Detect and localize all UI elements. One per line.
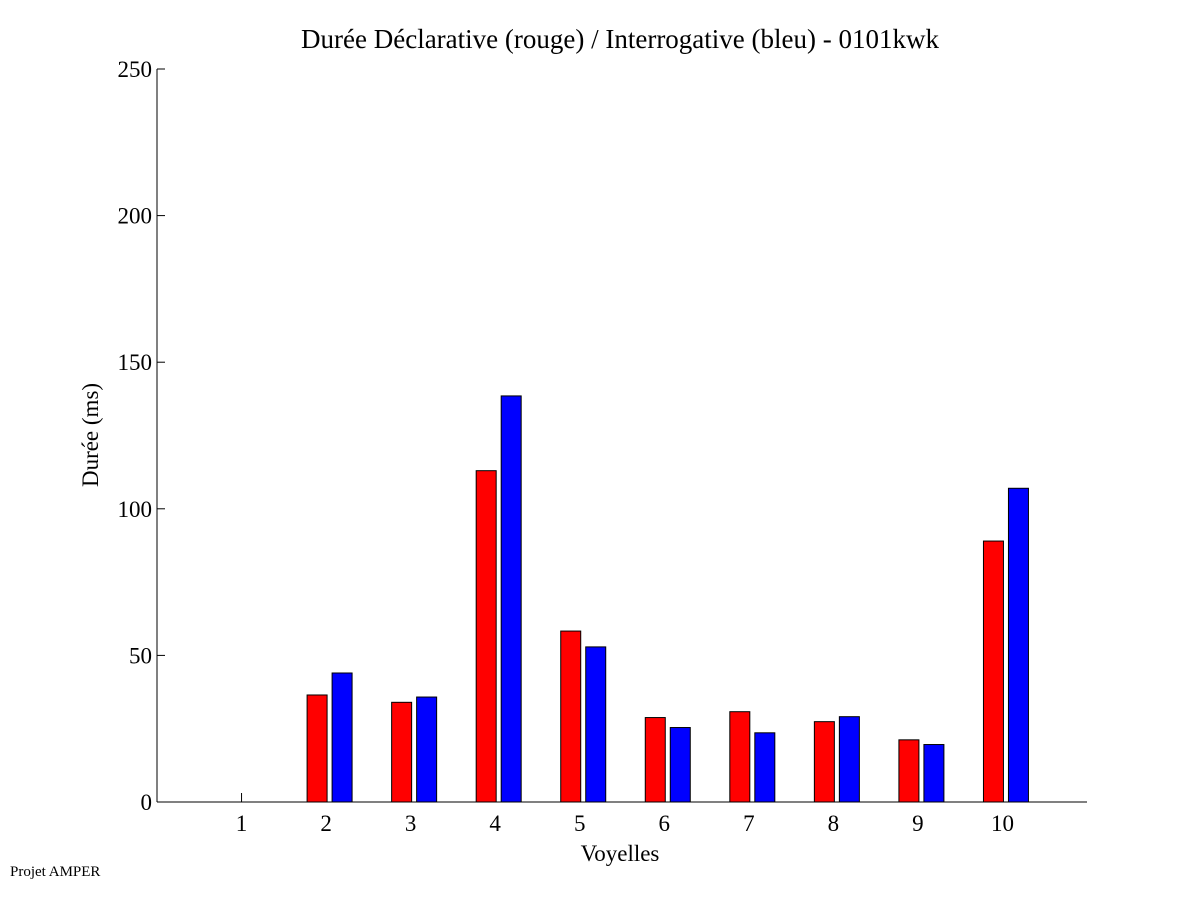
y-tick-label: 250: [118, 57, 153, 82]
plot-area: 0 50 100 150 200 250 1 2 3 4 5 6 7 8 9 10: [118, 57, 1087, 836]
y-axis-label: Durée (ms): [78, 383, 103, 487]
y-tick-label: 150: [118, 350, 153, 375]
interrogative-bar: [585, 646, 607, 803]
declarative-bar: [644, 717, 666, 803]
declarative-bar: [475, 470, 497, 803]
x-tick-label: 8: [828, 811, 840, 836]
x-tick-label: 2: [320, 811, 332, 836]
interrogative-bar: [754, 732, 776, 803]
interrogative-bar: [669, 727, 691, 803]
x-tick-label: 1: [236, 811, 248, 836]
x-tick-label: 6: [659, 811, 671, 836]
interrogative-bar: [923, 744, 945, 803]
footer-credit: Projet AMPER: [10, 864, 101, 880]
x-tick-label: 10: [991, 811, 1014, 836]
declarative-bar: [391, 701, 413, 803]
interrogative-bar: [500, 395, 522, 803]
y-tick-label: 0: [141, 790, 153, 815]
x-tick-label: 9: [912, 811, 924, 836]
interrogative-bar: [1007, 487, 1029, 803]
chart-title: Durée Déclarative (rouge) / Interrogativ…: [301, 24, 939, 54]
declarative-bar: [560, 630, 582, 803]
x-tick-label: 3: [405, 811, 417, 836]
y-tick-label: 100: [118, 497, 153, 522]
x-axis-label: Voyelles: [581, 841, 660, 866]
interrogative-bar: [331, 672, 353, 803]
y-tick-label: 200: [118, 204, 153, 229]
declarative-bar: [813, 721, 835, 803]
x-tick-label: 4: [489, 811, 501, 836]
interrogative-bar: [416, 696, 438, 803]
declarative-bar: [306, 694, 328, 803]
declarative-bar: [729, 711, 751, 803]
x-tick-label: 5: [574, 811, 586, 836]
interrogative-bar: [838, 716, 860, 803]
declarative-bar: [898, 739, 920, 803]
declarative-bar: [982, 540, 1004, 803]
x-tick-label: 7: [743, 811, 755, 836]
y-tick-label: 50: [129, 643, 152, 668]
